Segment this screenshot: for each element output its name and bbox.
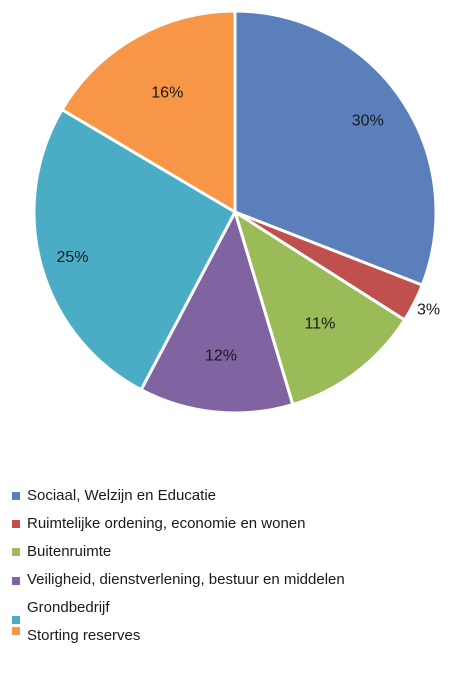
legend-item: Buitenruimte — [12, 543, 448, 571]
pie-slice — [32, 107, 237, 392]
legend-label: Ruimtelijke ordening, economie en wonen — [27, 515, 306, 532]
pie-slice — [59, 9, 237, 215]
legend-swatch — [12, 616, 20, 624]
slice-data-label: 16% — [151, 84, 183, 101]
slice-data-label: 11% — [304, 315, 335, 332]
legend-label: Storting reserves — [27, 627, 141, 644]
legend-item: Sociaal, Welzijn en Educatie — [12, 487, 448, 515]
legend-item: Ruimtelijke ordening, economie en wonen — [12, 515, 448, 543]
pie-slice — [232, 208, 407, 407]
legend-label: Buitenruimte — [27, 543, 112, 560]
legend-label: Sociaal, Welzijn en Educatie — [27, 487, 216, 504]
pie-slice — [233, 9, 438, 288]
legend-swatch — [12, 577, 20, 585]
slice-data-label: 30% — [352, 113, 384, 130]
legend-swatch — [12, 520, 20, 528]
pie-slice — [139, 208, 295, 415]
slice-data-label: 12% — [205, 347, 237, 364]
pie-labels: 30% 3% 11% 12% 25% 16% — [57, 84, 441, 364]
slice-data-label: 25% — [57, 249, 89, 266]
legend-label: Grondbedrijf — [27, 599, 110, 616]
legend-item: Grondbedrijf — [12, 599, 448, 627]
legend-label: Veiligheid, dienstverlening, bestuur en … — [27, 571, 345, 588]
legend-item: Storting reserves — [12, 627, 448, 655]
pie-chart: 30% 3% 11% 12% 25% 16% — [32, 9, 441, 415]
legend-swatch — [12, 627, 20, 635]
pie-slices — [32, 9, 438, 415]
legend-swatch — [12, 492, 20, 500]
chart-legend: Sociaal, Welzijn en Educatie Ruimtelijke … — [12, 487, 448, 655]
legend-swatch — [12, 548, 20, 556]
legend-item: Veiligheid, dienstverlening, bestuur en … — [12, 571, 448, 599]
slice-data-label: 3% — [417, 301, 440, 318]
